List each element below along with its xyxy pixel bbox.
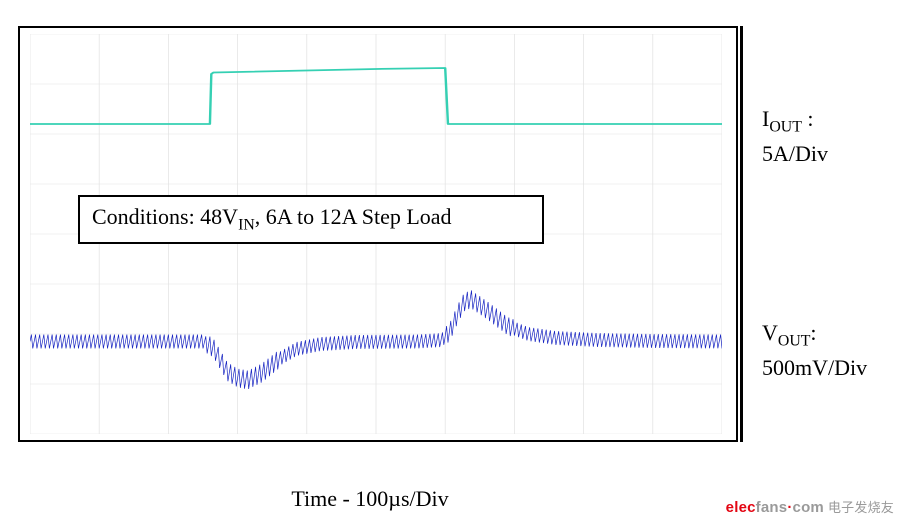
x-axis-label: Time - 100µs/Div bbox=[0, 486, 740, 512]
conditions-annotation: Conditions: 48VIN, 6A to 12A Step Load bbox=[78, 195, 544, 244]
oscilloscope-figure: Conditions: 48VIN, 6A to 12A Step Load I… bbox=[0, 0, 922, 530]
vout-scale-label: VOUT: 500mV/Div bbox=[762, 318, 867, 383]
right-axis-bar bbox=[740, 26, 743, 442]
conditions-text: Conditions: 48VIN, 6A to 12A Step Load bbox=[92, 204, 452, 229]
iout-scale-label: IOUT : 5A/Div bbox=[762, 104, 828, 169]
source-watermark: elecfans·com电子发烧友 bbox=[726, 497, 894, 516]
